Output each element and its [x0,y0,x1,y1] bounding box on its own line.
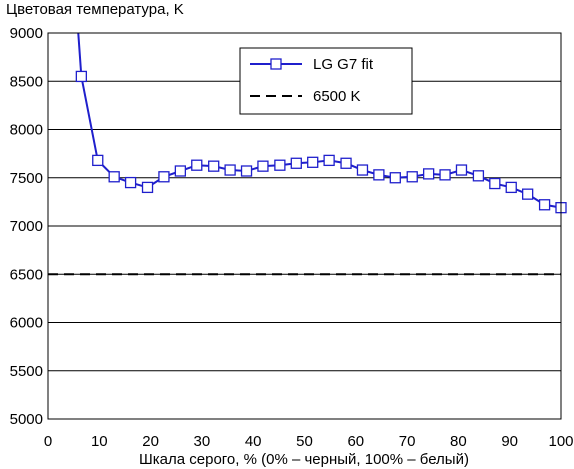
x-tick-label: 80 [450,433,467,450]
x-tick-label: 70 [399,433,416,450]
data-point [75,70,87,83]
data-point [290,157,302,169]
data-point [257,160,269,172]
data-point [505,181,517,194]
y-tick-labels: 5000 5500 6000 6500 7000 7500 8000 8500 9000 [10,25,43,428]
x-tick-label: 60 [347,433,364,450]
data-point [108,171,120,183]
data-point [124,176,137,189]
y-tick-label: 8000 [10,122,43,139]
data-point [274,159,286,171]
x-tick-label: 40 [245,433,262,450]
data-point [422,168,435,180]
x-tick-labels: 0 10 20 30 40 50 60 70 80 90 100 [44,433,574,450]
x-axis-label: Шкала серого, % (0% – черный, 100% – бел… [139,451,469,468]
data-point [522,188,534,200]
data-point [224,164,236,176]
data-point [472,170,485,182]
legend: LG G7 fit 6500 K [239,47,413,115]
legend-marker-lg-g7-fit [270,58,282,70]
y-tick-label: 6000 [10,315,43,332]
data-point [92,154,104,167]
data-point [389,172,401,184]
legend-label-6500k: 6500 K [313,88,361,105]
data-point [489,177,501,190]
x-tick-label: 90 [501,433,518,450]
y-tick-label: 5500 [10,363,43,380]
data-point [191,159,203,171]
data-point [141,181,154,194]
data-point [455,164,468,176]
legend-label-lg-g7-fit: LG G7 fit [313,56,374,73]
data-point [406,171,418,183]
x-tick-label: 30 [194,433,211,450]
y-axis-label: Цветовая температура, K [6,1,184,18]
data-point [307,156,319,168]
x-tick-label: 10 [91,433,108,450]
x-tick-label: 0 [44,433,52,450]
data-point [439,169,451,181]
data-point [538,199,551,211]
data-point [158,171,170,183]
data-point [373,169,385,181]
data-point [174,165,187,177]
y-tick-label: 7500 [10,170,43,187]
x-tick-label: 50 [296,433,313,450]
legend-box [239,47,413,115]
data-point [240,165,253,177]
data-point [208,160,220,172]
y-tick-label: 9000 [10,25,43,42]
plot-frame [47,32,562,420]
x-tick-label: 100 [548,433,573,450]
data-point [340,157,352,169]
x-tick-label: 20 [142,433,159,450]
y-tick-label: 8500 [10,73,43,90]
y-tick-label: 6500 [10,266,43,283]
data-point [356,164,369,176]
data-point [323,154,335,167]
y-tick-label: 5000 [10,411,43,428]
y-tick-label: 7000 [10,218,43,235]
